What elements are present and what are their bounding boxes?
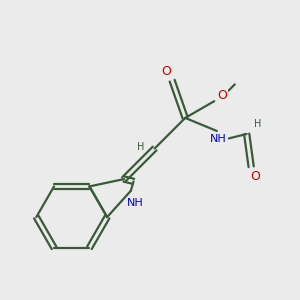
Text: O: O bbox=[218, 89, 227, 102]
Text: NH: NH bbox=[210, 134, 227, 144]
Text: O: O bbox=[162, 65, 172, 78]
Text: H: H bbox=[137, 142, 144, 152]
Text: NH: NH bbox=[127, 198, 144, 208]
Text: O: O bbox=[250, 169, 260, 183]
Text: H: H bbox=[254, 118, 262, 128]
